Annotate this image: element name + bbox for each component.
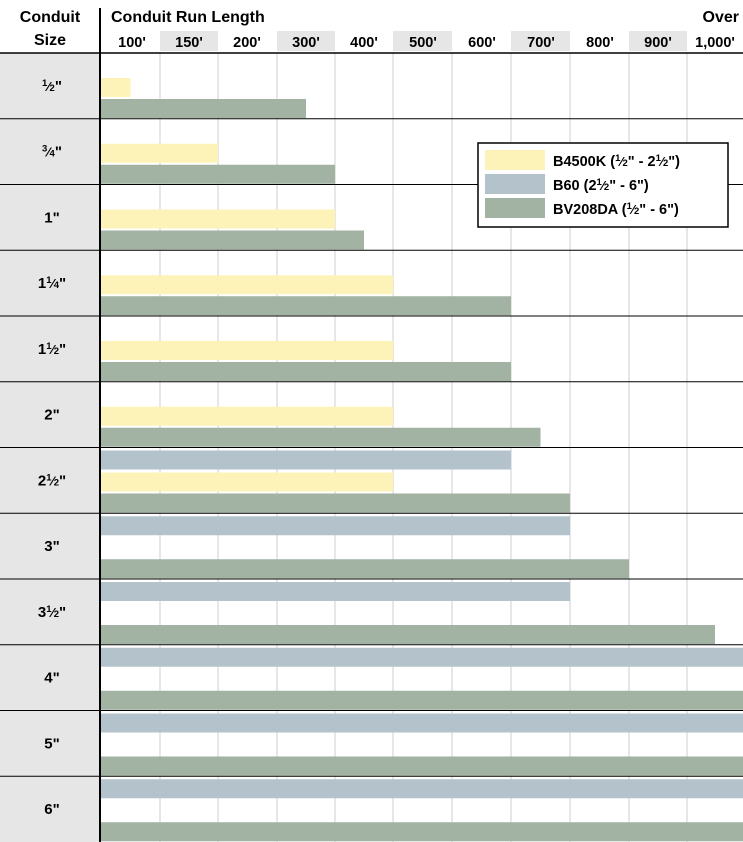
x-tick-label: 700': [527, 35, 555, 51]
bar: [101, 427, 541, 447]
x-tick-label: 1,000': [695, 35, 735, 51]
bar: [101, 362, 511, 381]
row-label: 1⁄2": [42, 78, 62, 95]
bar: [101, 559, 629, 579]
header-shade-cell: [629, 31, 687, 51]
row-label: 2": [44, 407, 59, 424]
legend-swatch: [485, 198, 545, 218]
row-label: 31⁄2": [38, 604, 66, 621]
bar: [101, 164, 335, 184]
x-tick-label: 300': [292, 35, 320, 51]
row-label: 11⁄4": [38, 275, 66, 292]
header-shade-cell: [160, 31, 218, 51]
legend: B4500K (1⁄2" - 21⁄2") B60 (21⁄2" - 6") BV2…: [477, 142, 729, 228]
run-length-header: Conduit Run Length: [111, 9, 265, 26]
bar: [101, 690, 743, 710]
bar: [101, 822, 743, 842]
bar: [101, 78, 131, 97]
x-tick-label: 900': [644, 35, 672, 51]
row-dividers: [0, 8, 743, 842]
header-shade-cell: [393, 31, 452, 51]
bar: [101, 450, 511, 470]
bar: [101, 625, 715, 644]
row-label: 3⁄4": [42, 144, 62, 161]
size-header-line2: Size: [34, 32, 66, 49]
row-label: 6": [44, 801, 59, 818]
legend-label: B60 (21⁄2" - 6"): [553, 177, 649, 194]
header-shade-cell: [511, 31, 570, 51]
bar: [101, 230, 364, 250]
x-tick-label: 100': [118, 35, 146, 51]
x-tick-labels: 100' 150' 200' 300' 400' 500' 600' 700' 800' 900'…: [118, 35, 735, 51]
row-labels: 1⁄2" 3⁄4" 1" 11⁄4" 11⁄2" 2" 21⁄2" 3" 31⁄2" 4" 5" 6": [38, 78, 66, 818]
bar: [101, 647, 743, 667]
header-shading: [160, 31, 687, 51]
x-tick-label: 400': [350, 35, 378, 51]
bar: [101, 275, 393, 295]
over-header: Over: [703, 9, 739, 26]
x-tick-label: 600': [468, 35, 496, 51]
x-tick-label: 800': [586, 35, 614, 51]
bar: [101, 99, 306, 118]
row-label: 1": [44, 209, 59, 226]
bar: [101, 296, 511, 316]
row-label: 5": [44, 735, 59, 752]
bar: [101, 516, 570, 536]
bar: [101, 779, 743, 799]
legend-label: BV208DA (1⁄2" - 6"): [553, 201, 679, 218]
x-tick-label: 150': [175, 35, 203, 51]
row-label: 3": [44, 538, 59, 555]
bar: [101, 143, 218, 163]
header-shade-cell: [277, 31, 335, 51]
x-tick-label: 200': [233, 35, 261, 51]
bars: [101, 78, 743, 842]
bar: [101, 582, 570, 601]
bar: [101, 713, 743, 733]
row-label: 11⁄2": [38, 341, 66, 358]
row-label: 4": [44, 670, 59, 687]
legend-swatch: [485, 174, 545, 194]
bar: [101, 209, 335, 229]
conduit-header-line1: Conduit: [20, 9, 81, 26]
legend-label: B4500K (1⁄2" - 21⁄2"): [553, 153, 680, 170]
legend-swatch: [485, 150, 545, 170]
bar: [101, 493, 570, 513]
bar: [101, 472, 393, 492]
bar: [101, 406, 393, 426]
bar: [101, 756, 743, 776]
bar: [101, 341, 393, 360]
row-label: 21⁄2": [38, 472, 66, 489]
x-tick-label: 500': [409, 35, 437, 51]
